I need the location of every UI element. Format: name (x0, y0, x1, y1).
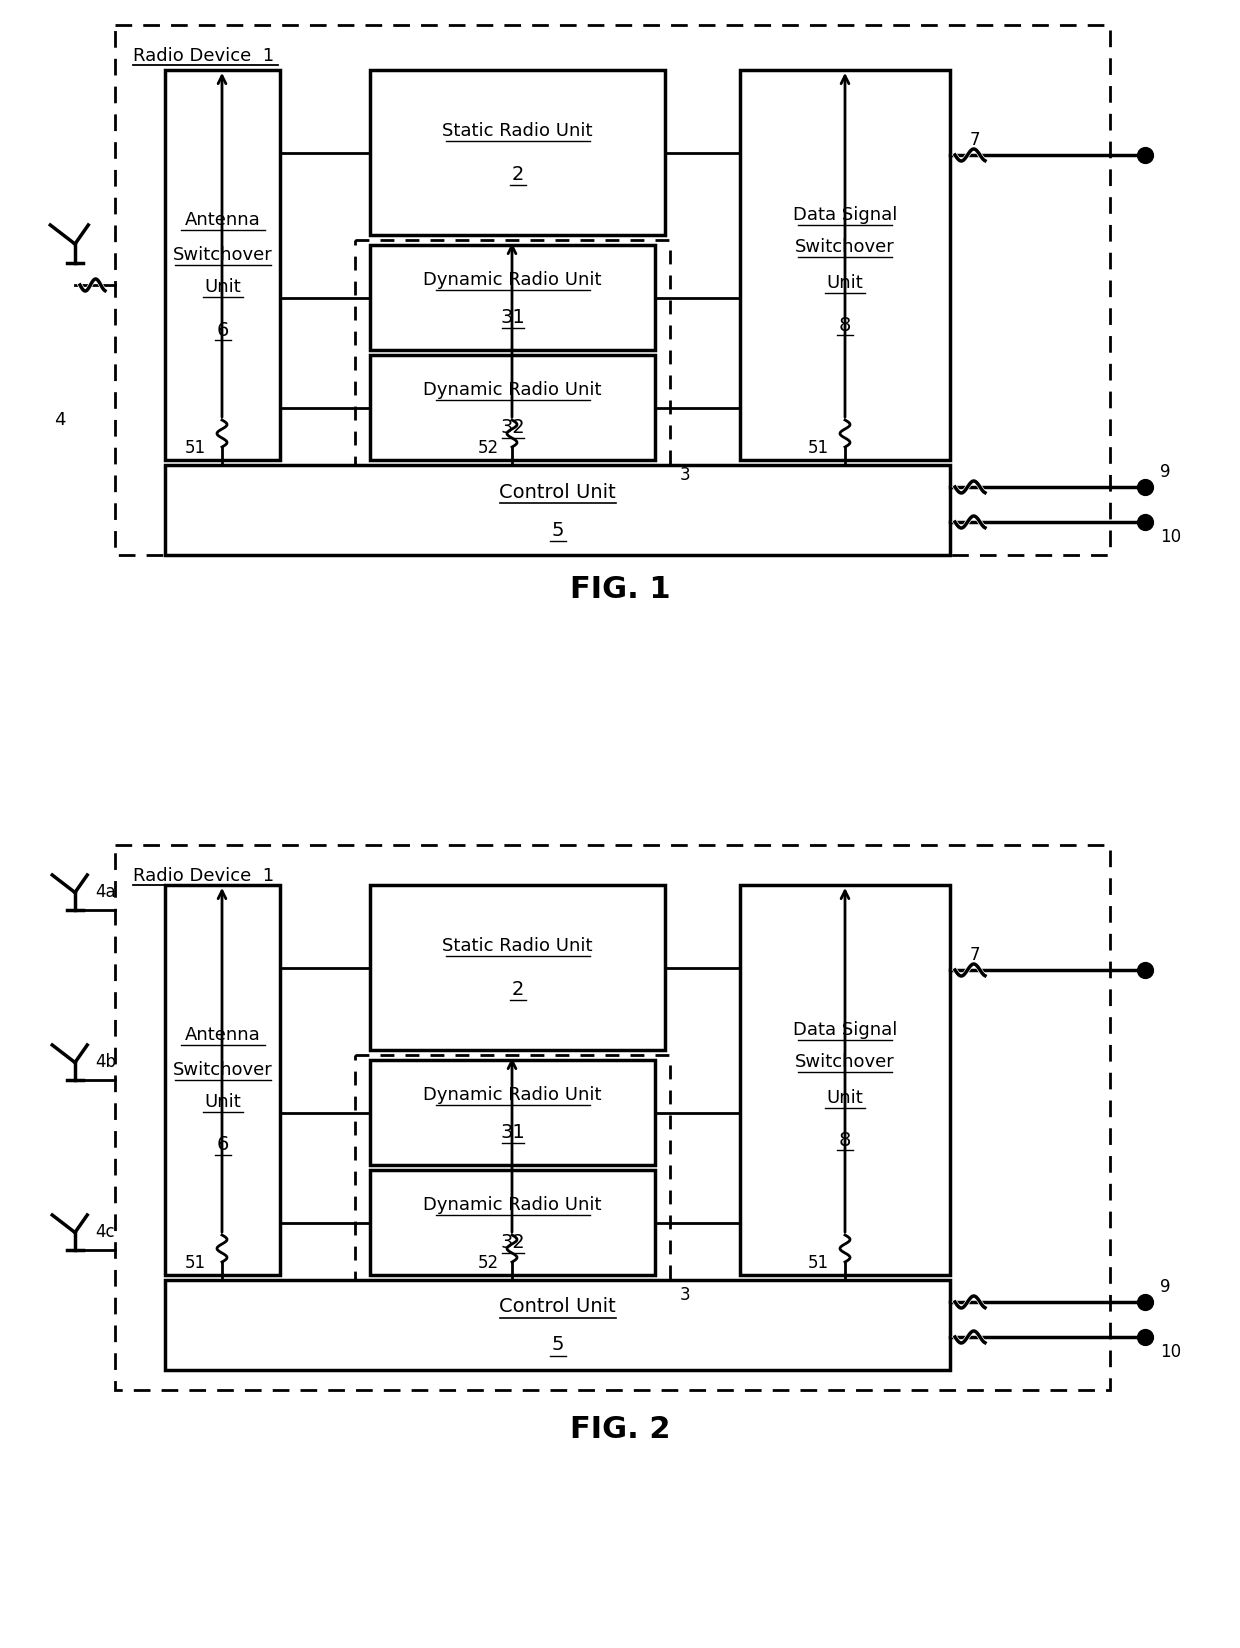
Text: 52: 52 (477, 1254, 498, 1272)
Text: 4b: 4b (95, 1053, 117, 1071)
Text: Switchover: Switchover (795, 237, 895, 255)
Text: 32: 32 (500, 419, 525, 437)
Text: Dynamic Radio Unit: Dynamic Radio Unit (423, 1086, 601, 1104)
Text: Static Radio Unit: Static Radio Unit (443, 122, 593, 140)
Text: 7: 7 (970, 946, 981, 964)
Text: Dynamic Radio Unit: Dynamic Radio Unit (423, 1195, 601, 1213)
Text: 5: 5 (552, 1335, 564, 1355)
Text: 51: 51 (807, 1254, 828, 1272)
Text: 5: 5 (552, 521, 564, 539)
Bar (370, 1170, 655, 1276)
Bar (370, 885, 665, 1050)
Text: 8: 8 (838, 315, 851, 335)
Bar (370, 246, 655, 349)
Point (1135, 1289, 1154, 1315)
Bar (740, 885, 950, 1276)
Point (1135, 509, 1154, 536)
Text: 51: 51 (185, 1254, 206, 1272)
Bar (115, 845, 1110, 1389)
Text: Unit: Unit (205, 279, 241, 297)
Text: Radio Device  1: Radio Device 1 (133, 48, 274, 64)
Text: 31: 31 (500, 1122, 525, 1142)
Text: Data Signal: Data Signal (792, 1022, 898, 1038)
Text: 10: 10 (1159, 527, 1182, 545)
Text: FIG. 2: FIG. 2 (569, 1416, 671, 1445)
Text: Antenna: Antenna (185, 211, 260, 229)
Point (1135, 142, 1154, 168)
Text: Antenna: Antenna (185, 1027, 260, 1043)
Bar (370, 1060, 655, 1165)
Text: Switchover: Switchover (795, 1053, 895, 1071)
Text: Switchover: Switchover (172, 246, 273, 264)
Text: Control Unit: Control Unit (500, 483, 616, 501)
Text: Static Radio Unit: Static Radio Unit (443, 936, 593, 954)
Text: 32: 32 (500, 1233, 525, 1252)
Text: 2: 2 (511, 165, 523, 185)
Text: 31: 31 (500, 308, 525, 326)
Text: Unit: Unit (205, 1093, 241, 1111)
Text: 7: 7 (970, 130, 981, 148)
Text: Dynamic Radio Unit: Dynamic Radio Unit (423, 381, 601, 399)
Bar (740, 69, 950, 460)
Text: Control Unit: Control Unit (500, 1297, 616, 1317)
Point (1135, 957, 1154, 984)
Bar (370, 354, 655, 460)
Text: 8: 8 (838, 1131, 851, 1150)
Bar (115, 25, 1110, 555)
Text: 4c: 4c (95, 1223, 114, 1241)
Bar (165, 69, 280, 460)
Bar (370, 69, 665, 236)
Text: Data Signal: Data Signal (792, 206, 898, 224)
Text: Switchover: Switchover (172, 1061, 273, 1079)
Text: 9: 9 (1159, 463, 1171, 481)
Text: 51: 51 (185, 438, 206, 456)
Text: 51: 51 (807, 438, 828, 456)
Text: 6: 6 (216, 1135, 228, 1155)
Text: 3: 3 (680, 1285, 691, 1304)
Bar (355, 241, 670, 465)
Point (1135, 1323, 1154, 1350)
Text: 2: 2 (511, 981, 523, 999)
Text: Unit: Unit (827, 274, 863, 292)
Text: Dynamic Radio Unit: Dynamic Radio Unit (423, 270, 601, 288)
Text: 52: 52 (477, 438, 498, 456)
Text: 9: 9 (1159, 1277, 1171, 1295)
Text: FIG. 1: FIG. 1 (569, 575, 671, 605)
Point (1135, 475, 1154, 501)
Bar (165, 885, 280, 1276)
Text: 4: 4 (55, 410, 66, 428)
Bar (165, 1280, 950, 1369)
Text: 3: 3 (680, 466, 691, 485)
Text: 4a: 4a (95, 883, 115, 901)
Text: 10: 10 (1159, 1343, 1182, 1361)
Bar (165, 465, 950, 555)
Bar (355, 1055, 670, 1280)
Text: Unit: Unit (827, 1089, 863, 1107)
Text: Radio Device  1: Radio Device 1 (133, 867, 274, 885)
Text: 6: 6 (216, 320, 228, 339)
